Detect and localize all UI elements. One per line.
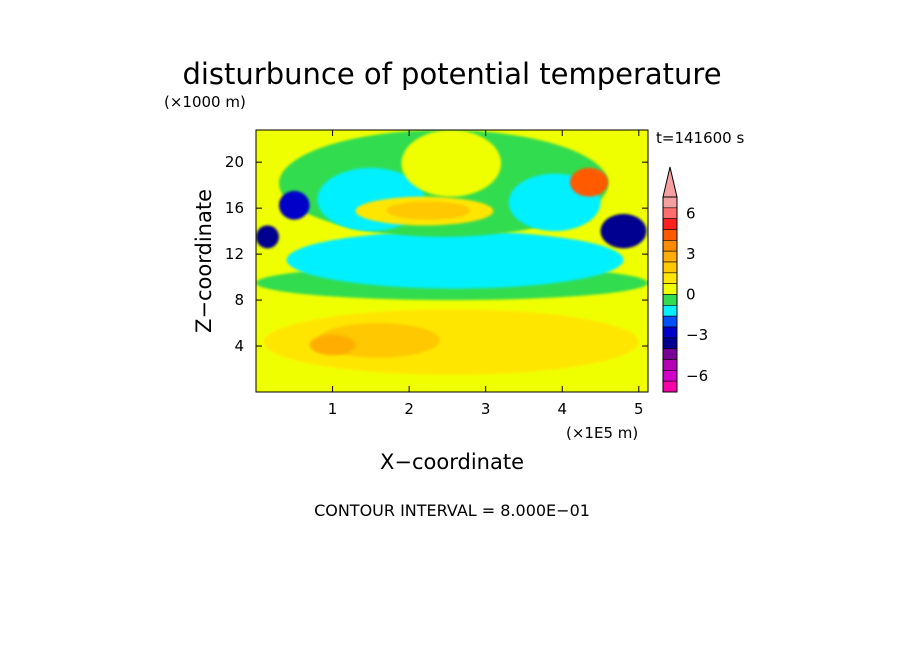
- contour-region-warm-blob-left: [309, 334, 356, 356]
- x-tick-label: 5: [634, 400, 644, 418]
- x-axis-label: X−coordinate: [380, 450, 524, 474]
- colorbar-swatch: [662, 359, 678, 371]
- colorbar-swatch: [662, 348, 678, 360]
- y-tick-label: 4: [234, 337, 244, 355]
- colorbar: 6 3 0 −3 −6: [662, 166, 708, 393]
- time-label: t=141600 s: [656, 129, 744, 147]
- colorbar-swatch: [662, 315, 678, 328]
- chart-title: disturbunce of potential temperature: [182, 57, 721, 91]
- colorbar-tick-label: 0: [686, 286, 696, 304]
- x-unit-label: (×1E5 m): [566, 424, 638, 442]
- contour-regions: [256, 130, 648, 387]
- colorbar-swatch: [662, 370, 678, 382]
- y-tick-label: 8: [234, 291, 244, 309]
- y-axis-label: Z−coordinate: [192, 189, 216, 333]
- colorbar-swatch: [662, 272, 678, 284]
- y-unit-label: (×1000 m): [164, 93, 246, 111]
- x-tick-label: 1: [328, 400, 338, 418]
- colorbar-swatch: [662, 196, 678, 209]
- contour-region-left-cold-jet: [256, 225, 279, 249]
- colorbar-swatch: [662, 326, 678, 339]
- y-tick-label: 20: [225, 153, 244, 171]
- x-axis-ticks: 1 2 3 4 5: [328, 130, 644, 418]
- contour-region-upper-warm-core: [386, 201, 471, 220]
- colorbar-swatch: [662, 261, 678, 274]
- y-tick-label: 16: [225, 199, 244, 217]
- colorbar-swatch: [662, 305, 678, 317]
- colorbar-tick-label: 3: [686, 245, 696, 263]
- x-tick-label: 3: [481, 400, 491, 418]
- x-tick-label: 2: [404, 400, 414, 418]
- plot-frame: [255, 129, 649, 393]
- colorbar-swatch: [662, 229, 678, 241]
- colorbar-tick-label: 6: [686, 204, 696, 222]
- contour-region-cold-band: [286, 231, 624, 289]
- colorbar-swatch: [662, 380, 678, 393]
- colorbar-swatch: [662, 207, 678, 219]
- colorbar-swatch: [662, 218, 678, 230]
- contour-region-right-cold-jet: [600, 213, 647, 249]
- contour-region-left-cold-jet-2: [278, 190, 310, 220]
- contour-region-top-yellow-center: [401, 130, 501, 197]
- y-tick-label: 12: [225, 245, 244, 263]
- contour-region-right-warm-spot: [569, 167, 609, 197]
- colorbar-swatch: [662, 240, 678, 252]
- y-axis-ticks: 4 8 12 16 20: [225, 153, 648, 355]
- colorbar-frame: [662, 196, 678, 393]
- colorbar-swatch: [662, 283, 678, 295]
- x-tick-label: 4: [557, 400, 567, 418]
- colorbar-tick-label: −3: [686, 326, 708, 344]
- contour-interval-text: CONTOUR INTERVAL = 8.000E−01: [314, 501, 590, 520]
- colorbar-swatch: [662, 250, 678, 263]
- colorbar-tick-label: −6: [686, 367, 708, 385]
- colorbar-swatch: [662, 294, 678, 306]
- colorbar-swatch: [662, 337, 678, 349]
- colorbar-top-arrow: [662, 166, 678, 198]
